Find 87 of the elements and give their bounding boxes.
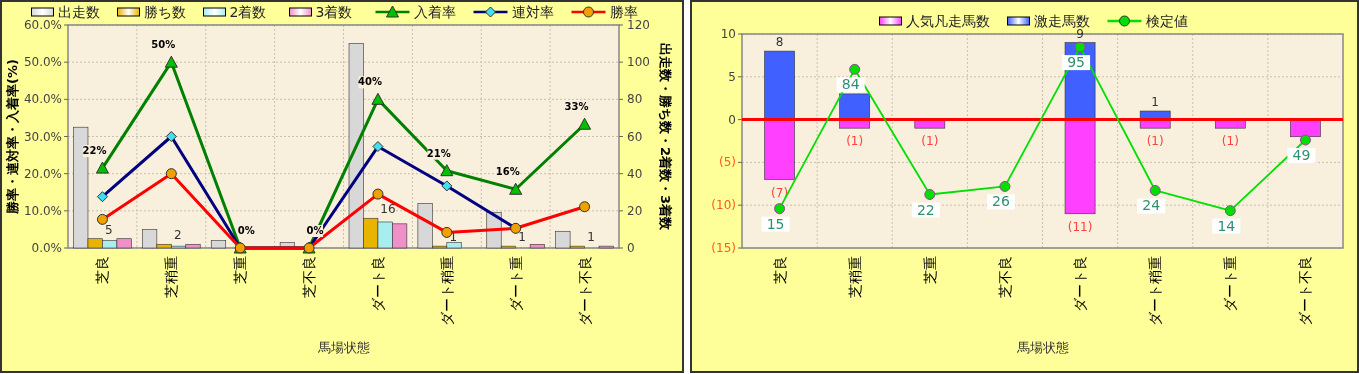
legend-label: 出走数 xyxy=(57,4,100,20)
data-label: 16% xyxy=(495,166,520,178)
y-tick-label: 10 xyxy=(720,27,736,41)
data-label: (1) xyxy=(921,134,939,149)
data-label: 16 xyxy=(380,202,396,217)
point xyxy=(924,189,936,200)
x-tick-label: ダート稍重 xyxy=(438,256,455,326)
data-label: 40% xyxy=(357,76,382,88)
legend-label: 激走馬数 xyxy=(1033,13,1090,29)
y-tick-label: 5 xyxy=(728,69,736,84)
y-tick-label: 20.0% xyxy=(23,166,62,181)
data-label: 9 xyxy=(1076,26,1084,41)
data-label: 2 xyxy=(173,228,182,243)
legend-label: 3着数 xyxy=(315,4,353,20)
data-label: 22 xyxy=(916,201,935,218)
y2-tick-label: 0 xyxy=(627,241,635,255)
y2-tick-label: 100 xyxy=(627,55,650,70)
y-axis-title: 勝率・連対率・入着率(%) xyxy=(5,59,20,215)
y-tick-label: 60.0% xyxy=(23,18,62,32)
data-label: (1) xyxy=(1146,134,1164,149)
x-tick-label: ダート不良 xyxy=(576,256,593,326)
legend-label: 勝率 xyxy=(609,4,638,20)
y2-tick-label: 120 xyxy=(627,18,650,32)
y-tick-label: 0.0% xyxy=(31,241,62,255)
y-tick-label: 40.0% xyxy=(23,92,62,107)
data-label: 8 xyxy=(775,35,784,50)
data-label: 95 xyxy=(1067,54,1085,71)
y2-tick-label: 40 xyxy=(627,166,643,181)
point xyxy=(849,63,861,75)
y-tick-label: 10.0% xyxy=(23,203,62,218)
legend-label: 人気凡走馬数 xyxy=(905,13,990,29)
x-tick-label: ダート重 xyxy=(1222,256,1239,312)
data-label: 22% xyxy=(82,145,107,157)
data-label: 1 xyxy=(1151,95,1160,110)
x-axis-title: 馬場状態 xyxy=(1015,340,1069,355)
x-tick-label: 芝稍重 xyxy=(163,256,180,298)
legend-label: 入着率 xyxy=(413,4,456,20)
x-tick-label: ダート良 xyxy=(1072,256,1089,312)
point xyxy=(1074,41,1086,53)
x-tick-label: 芝重 xyxy=(232,256,249,284)
x-tick-label: 芝良 xyxy=(94,256,111,284)
x-tick-label: ダート重 xyxy=(507,256,524,312)
y-tick-label: 30.0% xyxy=(23,129,62,144)
data-label: (11) xyxy=(1067,219,1093,234)
point xyxy=(1224,205,1236,217)
y-tick-label: (15) xyxy=(711,241,736,255)
data-label: 1 xyxy=(518,230,527,245)
data-label: 49 xyxy=(1292,146,1311,163)
y2-axis-title: 出走数・勝ち数・2着数・3着数 xyxy=(658,42,673,232)
legend-label: 検定値 xyxy=(1145,13,1188,29)
legend-label: 勝ち数 xyxy=(143,4,186,20)
y-tick-label: (10) xyxy=(711,198,736,213)
data-label: 26 xyxy=(992,193,1010,210)
data-label: 50% xyxy=(151,39,176,51)
data-label: 21% xyxy=(426,147,451,159)
data-label: (1) xyxy=(1221,134,1239,149)
y2-tick-label: 20 xyxy=(627,203,643,218)
point xyxy=(774,203,786,215)
data-label: 84 xyxy=(841,76,860,93)
point xyxy=(1299,134,1311,146)
y2-tick-label: 60 xyxy=(627,129,643,144)
x-tick-label: 芝良 xyxy=(771,256,788,284)
x-tick-label: 芝稍重 xyxy=(846,256,863,298)
x-tick-label: 芝重 xyxy=(921,256,938,284)
data-label: 14 xyxy=(1217,217,1236,234)
data-label: 33% xyxy=(564,101,589,113)
x-tick-label: ダート良 xyxy=(369,256,386,312)
y-tick-label: 0 xyxy=(728,112,736,127)
y2-tick-label: 80 xyxy=(627,92,643,107)
data-label: 0% xyxy=(306,225,324,236)
data-label: 24 xyxy=(1142,197,1161,214)
x-tick-label: 芝不良 xyxy=(301,256,318,298)
data-label: 5 xyxy=(105,222,113,237)
x-axis-title: 馬場状態 xyxy=(316,340,370,355)
x-tick-label: ダート不良 xyxy=(1297,256,1314,326)
data-label: (1) xyxy=(846,134,864,149)
y-tick-label: 50.0% xyxy=(23,55,62,70)
x-tick-label: 芝不良 xyxy=(996,256,1013,298)
legend-label: 連対率 xyxy=(511,4,554,20)
y-tick-label: (5) xyxy=(719,155,736,170)
x-tick-label: ダート稍重 xyxy=(1147,256,1164,326)
data-label: 1 xyxy=(587,230,595,245)
point xyxy=(999,180,1011,192)
legend-label: 2着数 xyxy=(229,4,267,20)
data-label: 0% xyxy=(237,225,255,236)
data-label: 15 xyxy=(766,215,785,232)
point xyxy=(1149,184,1161,196)
